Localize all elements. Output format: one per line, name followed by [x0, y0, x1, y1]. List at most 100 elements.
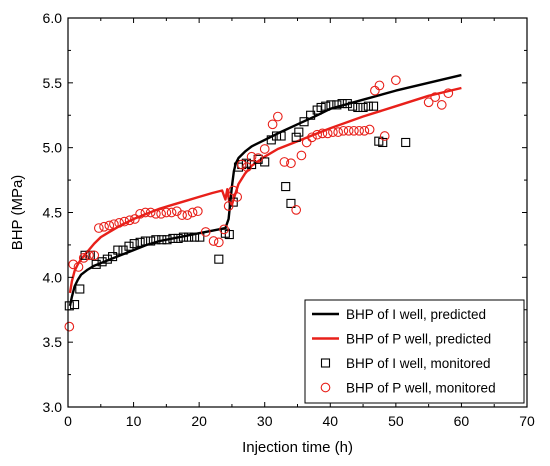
data-point-p-well	[443, 88, 454, 99]
data-point-p-well	[322, 128, 333, 139]
data-point-p-well	[223, 201, 234, 211]
data-point-i-well	[332, 100, 342, 110]
data-point-i-well	[124, 241, 134, 251]
data-point-i-well	[102, 254, 112, 264]
data-point-i-well	[401, 137, 411, 148]
data-point-i-well	[294, 127, 304, 137]
data-point-p-well	[272, 111, 283, 122]
data-point-p-well	[391, 75, 401, 86]
data-point-i-well	[146, 236, 156, 246]
data-point-p-well	[279, 157, 290, 167]
data-point-i-well	[241, 158, 251, 168]
data-point-i-well	[135, 237, 145, 247]
data-point-p-well	[140, 207, 151, 218]
data-point-i-well	[291, 132, 301, 142]
data-point-p-well	[161, 207, 172, 218]
data-point-i-well	[70, 300, 80, 310]
data-point-p-well	[78, 253, 89, 263]
x-tick-label: 40	[322, 413, 338, 429]
data-point-p-well	[114, 218, 124, 228]
data-point-i-well	[342, 99, 352, 109]
data-point-p-well	[242, 162, 252, 172]
data-point-i-well	[129, 239, 139, 249]
y-axis-title: BHP (MPa)	[9, 175, 26, 251]
data-point-p-well	[359, 125, 370, 136]
data-point-i-well	[224, 229, 234, 240]
legend-label: BHP of P well, predicted	[346, 332, 491, 347]
data-point-p-well	[253, 153, 264, 163]
data-point-i-well	[157, 235, 167, 245]
data-point-p-well	[151, 208, 161, 219]
data-point-p-well	[119, 216, 130, 227]
legend-box	[304, 299, 525, 404]
data-point-p-well	[187, 207, 198, 218]
y-tick-label: 4.0	[43, 269, 63, 285]
data-point-i-well	[178, 232, 188, 242]
data-point-i-well	[326, 100, 336, 110]
data-point-p-well	[430, 92, 441, 102]
legend-circle-swatch	[320, 382, 331, 393]
x-axis-title: Injection time (h)	[242, 439, 353, 456]
data-point-i-well	[184, 232, 194, 242]
data-point-i-well	[321, 101, 331, 111]
data-point-p-well	[296, 150, 307, 161]
ticks-layer: 0 10 20 30 40 50 60 70 3.0 3.5 4.0 4.5 5.0 5.5 6.0	[43, 10, 535, 429]
data-point-i-well	[140, 236, 150, 246]
x-tick-label: 10	[126, 413, 142, 429]
x-tick-label: 50	[388, 413, 404, 429]
data-point-p-well	[267, 119, 278, 130]
x-tick-label: 30	[257, 413, 273, 429]
data-point-i-well	[151, 235, 161, 245]
data-point-i-well	[369, 101, 379, 111]
data-point-p-well	[64, 321, 75, 332]
data-point-i-well	[271, 131, 282, 141]
legend-label: BHP of P well, monitored	[346, 381, 496, 396]
x-tick-label: 70	[519, 413, 535, 429]
x-tick-label: 0	[64, 413, 72, 429]
data-point-p-well	[89, 250, 100, 261]
data-point-p-well	[374, 80, 385, 91]
data-point-i-well	[108, 252, 118, 262]
legend-square-swatch	[320, 358, 331, 368]
data-point-p-well	[436, 100, 447, 110]
data-point-i-well	[276, 131, 286, 141]
data-point-p-well	[379, 131, 390, 141]
data-point-i-well	[378, 137, 388, 148]
data-point-i-well	[75, 284, 85, 294]
data-point-i-well	[195, 232, 205, 242]
data-point-i-well	[162, 235, 172, 245]
y-tick-label: 4.5	[43, 205, 63, 221]
y-tick-label: 5.5	[43, 75, 63, 91]
data-point-p-well	[130, 214, 140, 224]
data-point-i-well	[168, 233, 178, 243]
legend-label: BHP of I well, monitored	[346, 356, 491, 371]
data-point-p-well	[182, 210, 193, 220]
y-tick-label: 5.0	[43, 140, 63, 156]
data-point-i-well	[316, 102, 326, 113]
data-point-p-well	[232, 192, 243, 202]
data-point-i-well	[348, 101, 358, 111]
data-point-p-well	[312, 129, 323, 140]
data-point-i-well	[113, 245, 123, 255]
data-point-p-well	[364, 124, 375, 135]
data-point-i-well	[173, 233, 183, 243]
data-point-i-well	[214, 254, 224, 264]
data-point-i-well	[306, 110, 316, 120]
data-point-p-well	[208, 236, 219, 246]
data-point-i-well	[190, 232, 200, 242]
data-point-p-well	[84, 250, 94, 261]
data-point-p-well	[349, 125, 359, 136]
data-point-p-well	[68, 259, 79, 270]
data-point-p-well	[259, 144, 270, 154]
series-line-0	[68, 73, 462, 307]
data-point-p-well	[104, 220, 115, 231]
data-point-p-well	[328, 127, 338, 137]
data-point-p-well	[93, 223, 104, 233]
data-point-i-well	[97, 257, 107, 267]
data-point-p-well	[343, 125, 354, 136]
data-point-p-well	[73, 262, 84, 272]
y-tick-label: 3.0	[43, 399, 63, 415]
data-point-p-well	[166, 207, 177, 218]
data-point-p-well	[109, 219, 119, 230]
data-point-p-well	[333, 127, 344, 137]
